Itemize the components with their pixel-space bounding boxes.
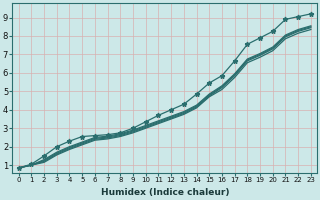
X-axis label: Humidex (Indice chaleur): Humidex (Indice chaleur)	[100, 188, 229, 197]
